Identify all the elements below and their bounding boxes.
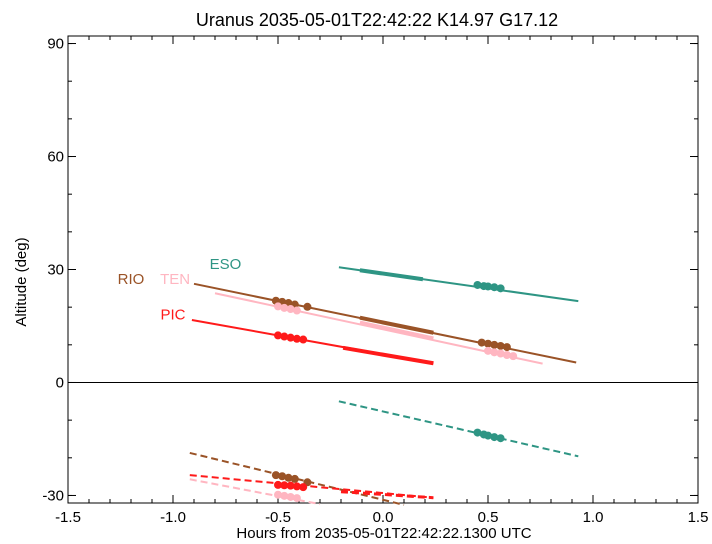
series-label: ESO: [210, 256, 242, 273]
series-point-below: [496, 434, 505, 443]
series-rio: RIO: [118, 271, 577, 506]
series-point-below: [274, 490, 282, 499]
x-tick-label: 1.0: [583, 509, 604, 526]
series-point-below: [299, 483, 308, 492]
x-axis: -1.5 -1.0 -0.5 0.0 0.5 1.0 1.5: [55, 36, 708, 526]
chart-title: Uranus 2035-05-01T22:42:22 K14.97 G17.12: [196, 10, 558, 30]
series-thick-segment: [359, 268, 424, 282]
series-point: [286, 333, 295, 342]
series-point: [490, 340, 499, 349]
series-point: [496, 341, 505, 350]
series-point-below: [278, 472, 287, 481]
x-tick-label: 1.5: [688, 509, 709, 526]
y-tick-label: 0: [56, 374, 64, 391]
x-tick-label: 0.5: [478, 509, 499, 526]
series-point-below: [286, 481, 295, 490]
series-point: [484, 346, 492, 355]
series-point: [496, 349, 505, 358]
series-thick-segment: [359, 315, 434, 335]
series-point-below: [490, 433, 499, 442]
series-point-below: [280, 491, 289, 500]
series-point-below: [290, 474, 299, 483]
plot-area: [67, 35, 699, 504]
series-point: [292, 334, 301, 343]
y-tick-label: 60: [47, 149, 64, 166]
series-eso: ESO: [210, 256, 579, 458]
series-point-below: [280, 481, 289, 490]
series-ten: TEN: [160, 271, 543, 506]
series-label: PIC: [160, 307, 185, 324]
series-point-below: [271, 471, 280, 480]
series-point-below: [292, 482, 301, 491]
x-tick-label: -0.5: [265, 509, 291, 526]
series-below-horizon-line: [338, 400, 579, 458]
series-point: [473, 280, 482, 289]
series-point-below: [284, 473, 293, 482]
series-point: [509, 352, 518, 361]
series-thick-segment: [342, 345, 434, 366]
series-point: [490, 348, 499, 357]
series-below-horizon-thick: [340, 490, 434, 500]
series-point-below: [286, 492, 295, 501]
series-point: [502, 350, 511, 359]
series-layer: ESO RIO TEN PIC: [118, 256, 579, 506]
series-point: [502, 343, 511, 352]
series-point-below: [292, 494, 301, 503]
series-point-below: [484, 431, 492, 440]
y-tick-label: 30: [47, 262, 64, 279]
series-point: [274, 331, 282, 340]
series-point: [292, 306, 301, 315]
y-tick-label: 90: [47, 36, 64, 53]
series-point: [484, 282, 492, 291]
series-pic: PIC: [160, 307, 434, 500]
series-point: [484, 339, 492, 348]
series-point: [280, 303, 289, 312]
x-axis-label: Hours from 2035-05-01T22:42:22.1300 UTC: [236, 525, 531, 542]
series-below-horizon-line: [189, 478, 321, 506]
series-point: [490, 283, 499, 292]
series-point: [477, 338, 486, 347]
series-point: [286, 305, 295, 314]
series-point-below: [473, 428, 482, 437]
y-tick-label: -30: [42, 487, 64, 504]
plot-frame: [67, 35, 699, 504]
series-point: [496, 284, 505, 293]
y-axis: -30 0 30 60 90: [42, 36, 698, 504]
series-label: RIO: [118, 271, 145, 288]
series-point-below: [274, 480, 282, 489]
series-point: [303, 302, 312, 311]
y-axis-label: Altitude (deg): [13, 237, 30, 326]
x-tick-label: 0.0: [373, 509, 394, 526]
series-label: TEN: [160, 271, 190, 288]
x-tick-label: -1.5: [55, 509, 81, 526]
series-thick-segment: [359, 320, 434, 341]
series-point: [274, 302, 282, 311]
series-point: [280, 332, 289, 341]
series-below-horizon-line: [189, 474, 434, 499]
x-tick-label: -1.0: [160, 509, 186, 526]
series-point: [299, 335, 308, 344]
